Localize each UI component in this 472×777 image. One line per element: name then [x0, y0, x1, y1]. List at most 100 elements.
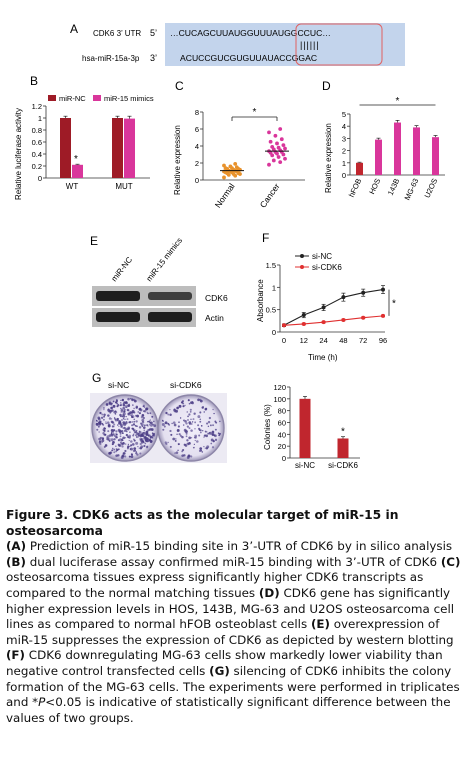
colony [143, 444, 146, 448]
data-point [278, 160, 283, 165]
colony [118, 421, 121, 425]
colonies-si-cdk6 [161, 398, 222, 459]
colony [136, 430, 138, 432]
colony [112, 431, 114, 433]
colony [133, 438, 135, 440]
colony [131, 443, 135, 446]
colony [146, 445, 149, 448]
colony [132, 433, 135, 436]
lane-label: miR-15 mimics [144, 236, 184, 283]
y-axis-label: Relative expression [324, 123, 333, 193]
colony [133, 418, 136, 421]
colony [177, 449, 179, 452]
colony [136, 432, 140, 436]
colony [106, 421, 110, 424]
data-point [361, 290, 366, 295]
colony [135, 452, 138, 455]
bar [124, 118, 135, 178]
colony [198, 434, 201, 437]
colony [209, 424, 212, 427]
x-tick-label: MUT [115, 182, 132, 191]
colony [139, 437, 143, 441]
colony [203, 434, 206, 437]
significance-star: * [74, 154, 78, 165]
colony [163, 425, 166, 428]
colony [121, 430, 124, 433]
significance-star: * [341, 427, 345, 438]
colony [179, 417, 182, 419]
colony [145, 432, 149, 435]
colony [181, 435, 184, 439]
data-point [301, 313, 306, 318]
legend-swatch [93, 95, 101, 101]
data-point [278, 127, 283, 131]
data-point [270, 144, 275, 149]
colony [113, 434, 116, 437]
colony [214, 434, 217, 438]
colony [143, 406, 146, 408]
x-tick-label: 143B [386, 177, 402, 197]
colony [114, 413, 117, 415]
colony [118, 444, 121, 447]
colony [146, 411, 149, 414]
colony [214, 428, 217, 431]
data-point [282, 323, 286, 328]
panel-b: B Relative luciferase activity 0 0.2 0.4 0.… [14, 74, 154, 200]
colony [131, 424, 134, 427]
data-point [234, 165, 239, 170]
colony [128, 439, 130, 442]
data-point [268, 139, 273, 144]
data-point [233, 161, 238, 166]
band-label-cdk6: CDK6 [205, 293, 228, 303]
data-point [283, 146, 287, 151]
colony [103, 413, 106, 416]
caption-panel-ref: (C) [440, 554, 461, 569]
colony [142, 405, 145, 408]
colony [140, 445, 144, 449]
chart-d: 0 1 2 3 4 5 hFOB HOS 143B MG-63 U2OS * [342, 96, 445, 202]
band-label-actin: Actin [205, 313, 224, 323]
caption-panel-ref: (A) [6, 539, 27, 554]
colony [140, 423, 144, 427]
colony [203, 445, 205, 448]
colony [126, 428, 129, 431]
colony [111, 409, 114, 412]
colony [178, 433, 181, 436]
colony [149, 412, 152, 415]
colony [174, 452, 176, 454]
colony [138, 426, 142, 429]
colony [182, 448, 185, 452]
data-point [321, 305, 326, 310]
legend-marker [300, 265, 304, 269]
panel-e-label: E [90, 234, 98, 248]
colony [198, 449, 202, 453]
colony [128, 420, 132, 424]
colony [96, 428, 99, 431]
colony [102, 418, 105, 421]
colony [121, 438, 124, 441]
colony [119, 435, 122, 438]
colony [98, 431, 100, 433]
x-tick-label: Cancer [258, 181, 282, 209]
colony [206, 422, 209, 425]
legend-swatch [48, 95, 56, 101]
colony [204, 447, 206, 449]
colony [190, 455, 193, 458]
data-point [361, 315, 366, 320]
y-tick-label: 0.4 [32, 150, 42, 159]
colony [188, 436, 192, 440]
colony [100, 436, 102, 439]
colony [184, 404, 186, 407]
colony [127, 445, 130, 448]
colony [172, 437, 176, 441]
colony [120, 426, 122, 428]
plate-label: si-NC [108, 380, 129, 390]
caption-text: osteosarcoma tissues express significant… [6, 570, 424, 600]
colony [152, 433, 156, 437]
data-point [281, 143, 286, 148]
data-point [301, 321, 306, 326]
colony [130, 414, 133, 417]
colony [124, 443, 127, 445]
bar [299, 398, 311, 458]
colony [218, 432, 222, 435]
